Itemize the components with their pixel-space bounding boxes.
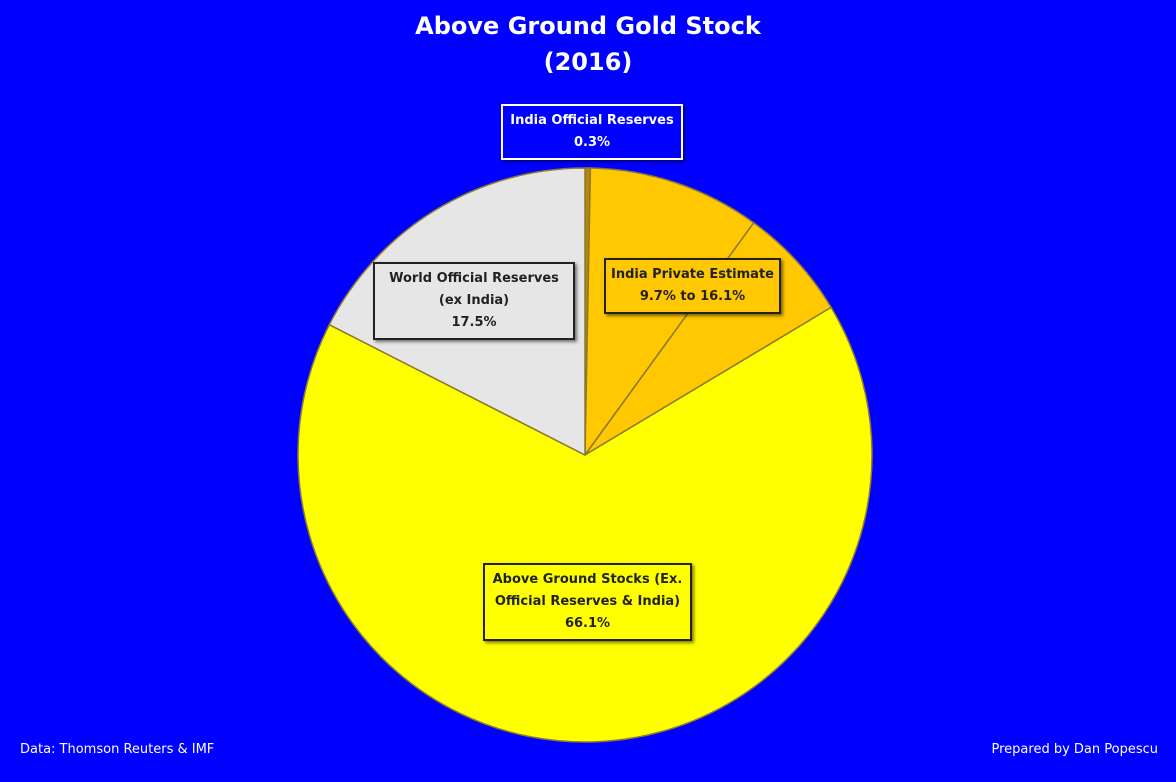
data-label: India Official Reserves 0.3% bbox=[501, 104, 683, 160]
label-value: 0.3% bbox=[573, 135, 611, 150]
data-label: World Official Reserves (ex India) 17.5% bbox=[373, 262, 575, 340]
data-label: India Private Estimate 9.7% to 16.1% bbox=[604, 258, 781, 314]
label-name: India Private Estimate bbox=[611, 267, 774, 282]
chart-subtitle: (2016) bbox=[543, 48, 633, 76]
chart-title: Above Ground Gold Stock bbox=[415, 12, 761, 40]
label-name: India Official Reserves bbox=[510, 113, 674, 128]
label-value: 66.1% bbox=[564, 616, 611, 631]
label-value: 9.7% to 16.1% bbox=[639, 289, 746, 304]
label-name: Above Ground Stocks (Ex. Official Reserv… bbox=[492, 572, 683, 609]
data-label: Above Ground Stocks (Ex. Official Reserv… bbox=[483, 563, 692, 641]
label-name: World Official Reserves (ex India) bbox=[389, 271, 559, 308]
label-value: 17.5% bbox=[451, 315, 497, 330]
credit-note: Prepared by Dan Popescu bbox=[991, 742, 1159, 757]
pie-slice bbox=[297, 306, 873, 743]
source-note: Data: Thomson Reuters & IMF bbox=[20, 742, 215, 757]
